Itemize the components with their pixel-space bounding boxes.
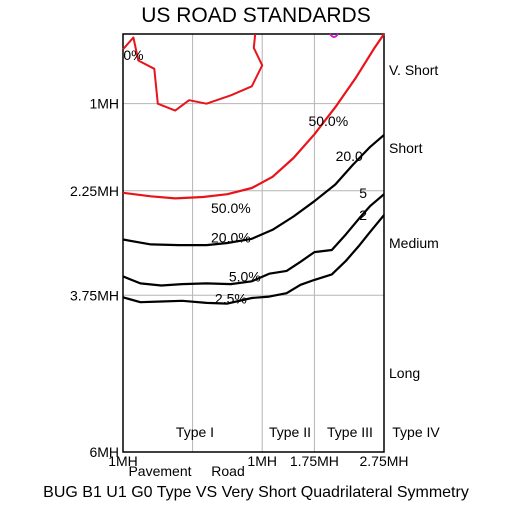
x-region-label-2: Type III [327,424,373,440]
series-label-1: 20.0% [211,229,251,245]
chart-subtitle: BUG B1 U1 G0 Type VS Very Short Quadrila… [43,484,469,501]
series-label2-1: 20.0 [336,148,363,164]
y-region-label-0: V. Short [389,62,438,78]
x-tick-label-2: 1.75MH [290,453,339,469]
series-line-0 [122,33,385,200]
series-label2-2: 5 [359,185,367,201]
series-label-2: 5.0% [229,268,261,284]
x-tick-label-0: 1MH [108,453,138,469]
y-region-label-2: Medium [389,235,439,251]
series-label-0: 50.0% [211,200,251,216]
series-label-3: 2.5% [215,291,247,307]
x-region-label-3: Type IV [392,424,440,440]
y-tick-label-2: 3.75MH [70,287,119,303]
series-label2-3: 2 [359,207,367,223]
series-line-1 [122,134,385,247]
y-tick-label-0: 1MH [89,96,119,112]
x-region-label-0: Type I [176,424,214,440]
x-axis-label-road: Road [211,463,244,479]
x-tick-label-3: 2.75MH [359,453,408,469]
x-tick-label-1: 1MH [247,453,277,469]
x-axis-label-pavement: Pavement [128,463,191,479]
plot-frame [122,33,385,453]
chart-title: US ROAD STANDARDS [141,4,371,27]
series-line-3 [122,214,385,305]
series-line-2 [122,193,385,287]
y-region-label-1: Short [389,140,423,156]
x-region-label-1: Type II [269,424,311,440]
y-tick-label-3: 6MH [89,444,119,460]
y-tick-label-1: 2.25MH [70,183,119,199]
top-marker [329,33,339,38]
series-label-4: 0% [123,47,143,63]
series-line-4 [122,33,264,112]
series-label2-0: 50.0% [308,113,348,129]
y-region-label-3: Long [389,365,420,381]
